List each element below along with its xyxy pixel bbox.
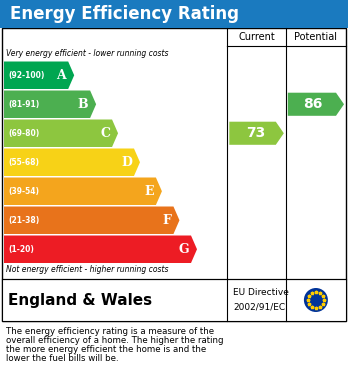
Text: A: A	[56, 69, 66, 82]
Text: (1-20): (1-20)	[8, 245, 34, 254]
Text: (39-54): (39-54)	[8, 187, 39, 196]
Text: (21-38): (21-38)	[8, 216, 39, 225]
Text: the more energy efficient the home is and the: the more energy efficient the home is an…	[6, 345, 206, 354]
Text: 73: 73	[246, 126, 265, 140]
Text: C: C	[100, 127, 110, 140]
Polygon shape	[4, 149, 140, 176]
Text: (55-68): (55-68)	[8, 158, 39, 167]
Circle shape	[304, 288, 328, 312]
Polygon shape	[4, 61, 74, 89]
Text: G: G	[179, 243, 189, 256]
Text: E: E	[144, 185, 154, 198]
Polygon shape	[229, 122, 284, 145]
Text: D: D	[121, 156, 132, 169]
Text: Very energy efficient - lower running costs: Very energy efficient - lower running co…	[6, 48, 168, 57]
Text: (69-80): (69-80)	[8, 129, 39, 138]
Text: England & Wales: England & Wales	[8, 292, 152, 307]
Text: Current: Current	[238, 32, 275, 42]
Text: Potential: Potential	[294, 32, 338, 42]
Text: 2002/91/EC: 2002/91/EC	[233, 303, 285, 312]
Text: (81-91): (81-91)	[8, 100, 39, 109]
Polygon shape	[4, 206, 180, 234]
Bar	[0, 0, 348, 28]
Text: (92-100): (92-100)	[8, 71, 45, 80]
Text: overall efficiency of a home. The higher the rating: overall efficiency of a home. The higher…	[6, 336, 223, 345]
Bar	[2, 279, 346, 321]
Polygon shape	[288, 93, 344, 116]
Text: The energy efficiency rating is a measure of the: The energy efficiency rating is a measur…	[6, 327, 214, 336]
Polygon shape	[4, 235, 197, 263]
Text: B: B	[78, 98, 88, 111]
Polygon shape	[4, 90, 96, 118]
Text: Not energy efficient - higher running costs: Not energy efficient - higher running co…	[6, 265, 168, 274]
Text: F: F	[163, 214, 172, 227]
Text: lower the fuel bills will be.: lower the fuel bills will be.	[6, 354, 119, 363]
Bar	[2, 28, 346, 321]
Polygon shape	[4, 120, 118, 147]
Polygon shape	[4, 178, 162, 205]
Text: Energy Efficiency Rating: Energy Efficiency Rating	[10, 5, 239, 23]
Text: 86: 86	[303, 97, 323, 111]
Text: EU Directive: EU Directive	[233, 288, 289, 298]
